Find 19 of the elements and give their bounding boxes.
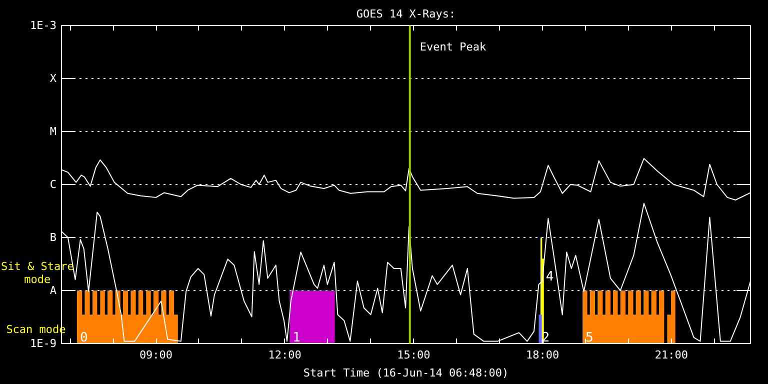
y-tick-label: A xyxy=(50,284,57,297)
x-tick-label: 15:00 xyxy=(397,348,430,362)
x-tick-label: 12:00 xyxy=(268,348,302,362)
series-label: 0 xyxy=(80,330,88,346)
series-label: 4 xyxy=(546,270,554,285)
x-tick-label: 18:00 xyxy=(526,348,560,362)
chart-title: GOES 14 X-Rays: xyxy=(356,8,456,20)
y-tick-label: 1E-9 xyxy=(30,337,57,350)
series-label: 5 xyxy=(586,330,594,346)
y-tick-label: 1E-3 xyxy=(30,19,57,32)
y-tick-label: C xyxy=(50,178,56,191)
x-axis-title: Start Time (16-Jun-14 06:48:00) xyxy=(303,366,509,380)
x-tick-label: 09:00 xyxy=(139,348,173,362)
ref-line-label: Event Peak xyxy=(420,40,486,54)
y-tick-label: M xyxy=(50,125,57,138)
x-tick-label: 21:00 xyxy=(654,348,688,362)
y-tick-label: X xyxy=(50,72,57,85)
y-tick-label: B xyxy=(50,231,57,244)
series-label: 1 xyxy=(292,330,300,346)
